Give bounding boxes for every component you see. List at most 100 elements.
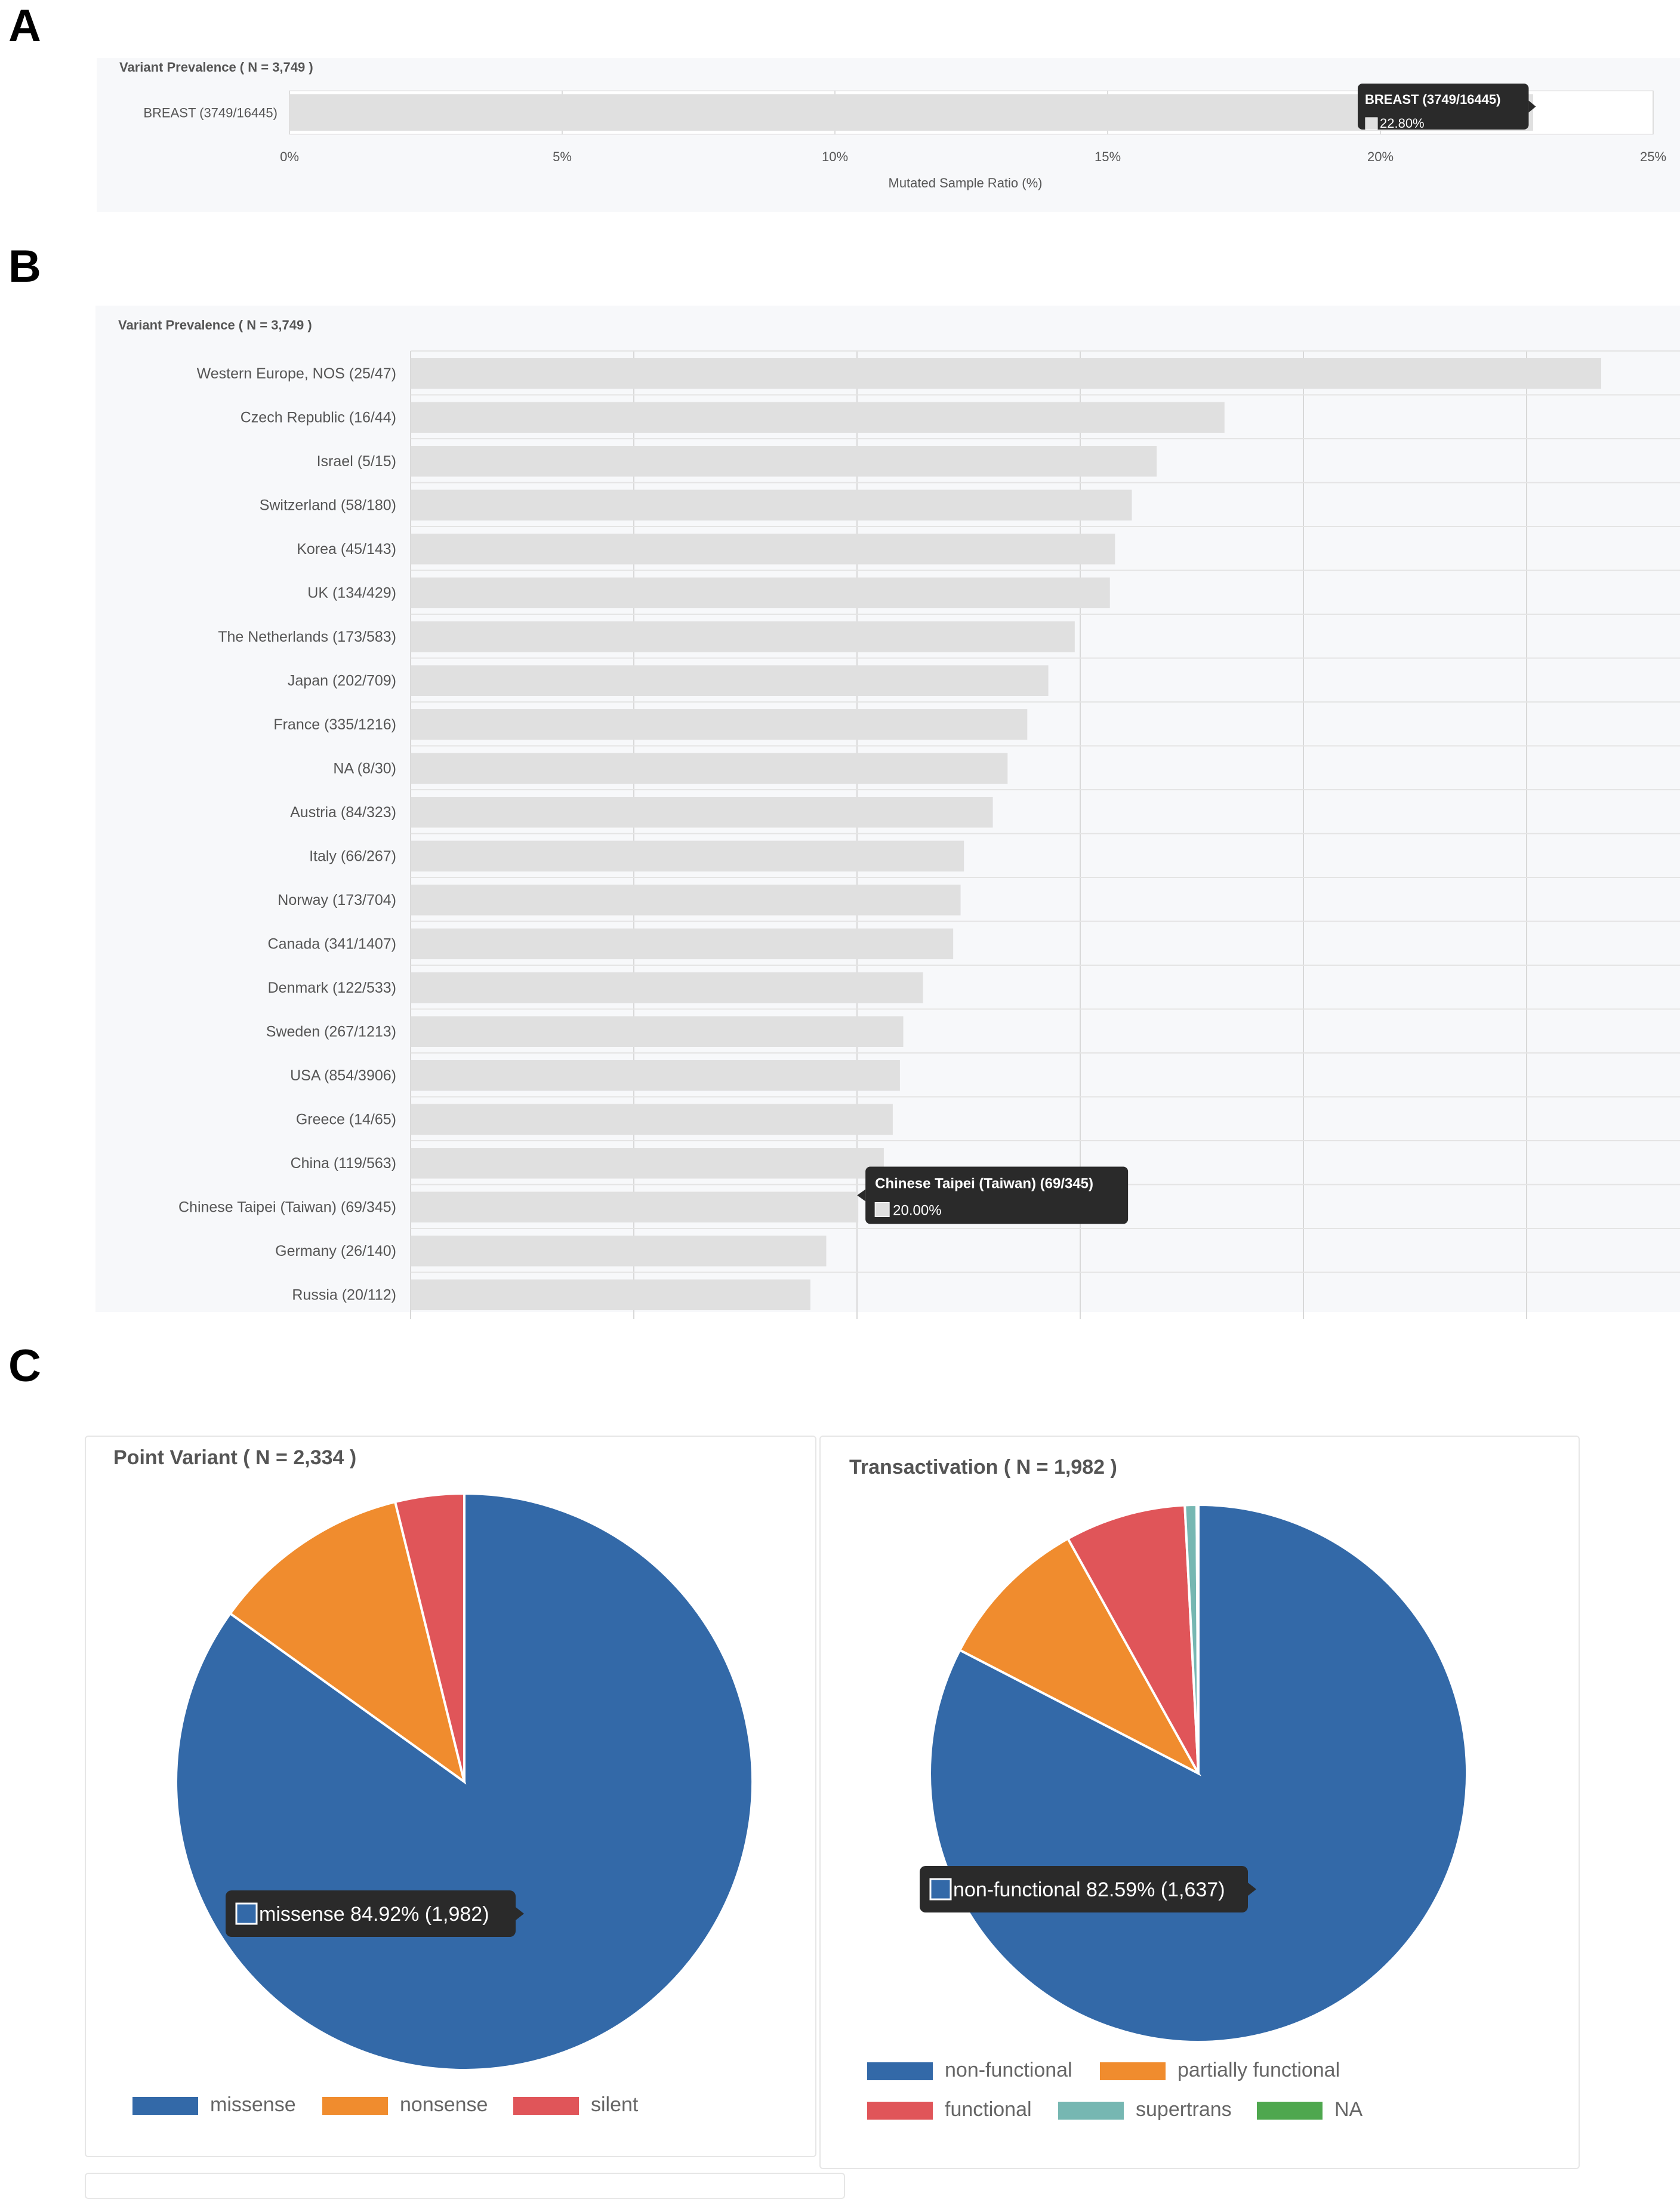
tooltip-a-arrow	[1528, 100, 1536, 113]
legend-label: non-functional	[945, 2059, 1072, 2081]
category-label: Israel (5/15)	[317, 453, 396, 470]
pie-tooltip: missense 84.92% (1,982)	[226, 1890, 524, 1937]
legend-swatch	[322, 2097, 388, 2115]
category-label: Korea (45/143)	[297, 541, 396, 558]
pie-slice-nonsense	[229, 1500, 467, 1785]
category-label: Russia (20/112)	[292, 1286, 396, 1303]
bar	[289, 94, 1533, 131]
bar	[411, 1060, 900, 1091]
category-label: Chinese Taipei (Taiwan) (69/345)	[178, 1199, 396, 1215]
category-label: Western Europe, NOS (25/47)	[197, 365, 396, 382]
pie-slice-silent	[393, 1492, 466, 1782]
x-tick-label: 10%	[822, 149, 848, 164]
tooltip-swatch	[874, 1202, 890, 1217]
category-label: China (119/563)	[291, 1155, 396, 1172]
pie-slice-partially-functional	[958, 1536, 1201, 1776]
category-label: Germany (26/140)	[275, 1243, 396, 1259]
pie-tooltip-swatch	[929, 1878, 952, 1901]
tooltip-a: BREAST (3749/16445) 22.80%	[1358, 84, 1536, 131]
bar	[411, 1148, 884, 1179]
category-label: UK (134/429)	[307, 584, 396, 601]
pie-tooltip-arrow	[1248, 1883, 1256, 1896]
legend-swatch	[1257, 2102, 1323, 2120]
category-label: Sweden (267/1213)	[266, 1023, 396, 1040]
bar	[411, 1104, 893, 1135]
bar	[411, 358, 1601, 389]
bar	[411, 489, 1132, 521]
pie-tooltip-box	[920, 1866, 1248, 1912]
pie-tooltip-arrow	[516, 1907, 524, 1920]
legend-label: partially functional	[1177, 2059, 1340, 2081]
legend-swatch	[867, 2062, 933, 2080]
tooltip-title: BREAST (3749/16445)	[1365, 92, 1500, 107]
chart-b-svg: Western Europe, NOS (25/47) Czech Republi…	[178, 350, 1680, 1319]
category-label: Norway (173/704)	[278, 892, 396, 908]
legend-label: functional	[945, 2098, 1032, 2121]
bar	[411, 709, 1028, 740]
bar	[411, 1279, 810, 1310]
category-label: Austria (84/323)	[290, 804, 396, 821]
bar	[411, 840, 964, 871]
bar	[411, 928, 954, 959]
x-tick-label: 25%	[1640, 149, 1666, 164]
tooltip-b-box	[865, 1166, 1129, 1224]
panel-label-a: A	[8, 1, 41, 51]
pie-tooltip-box	[226, 1890, 516, 1937]
category-label: Japan (202/709)	[288, 672, 396, 689]
legend-label: silent	[591, 2093, 639, 2116]
pie-tooltip-swatch	[235, 1902, 258, 1925]
legend-label: supertrans	[1136, 2098, 1232, 2121]
panel-label-b: B	[8, 241, 41, 292]
category-label: Italy (66/267)	[309, 848, 396, 864]
pie-tooltip-text: missense 84.92% (1,982)	[259, 1903, 489, 1926]
tooltip-b-arrow	[857, 1189, 866, 1202]
tooltip-value: 22.80%	[1380, 116, 1425, 131]
pie-slice-na	[1195, 1503, 1200, 1774]
bar	[411, 621, 1075, 652]
legend-label: nonsense	[400, 2093, 488, 2116]
category-label: USA (854/3906)	[290, 1067, 396, 1084]
panel-label-c: C	[8, 1341, 41, 1391]
x-tick-label: 0%	[280, 149, 299, 164]
tooltip-value: 20.00%	[893, 1203, 941, 1219]
pie-2-title: Transactivation ( N = 1,982 )	[849, 1456, 1117, 1479]
tooltip-b: Chinese Taipei (Taiwan) (69/345) 20.00%	[857, 1166, 1129, 1224]
chart-a-svg: 0% 5% 10% 15% 20% 25% Mutated Sample Ratio (%)…	[143, 84, 1666, 190]
pie-1-title: Point Variant ( N = 2,334 )	[113, 1446, 357, 1469]
legend-swatch	[1058, 2102, 1124, 2120]
bar	[411, 577, 1110, 608]
category-label: Switzerland (58/180)	[260, 497, 396, 513]
bar	[411, 972, 923, 1003]
pie-tooltip: non-functional 82.59% (1,637)	[920, 1866, 1256, 1912]
pie-slice-functional	[1066, 1504, 1200, 1774]
bar	[411, 753, 1008, 784]
legend-label: NA	[1334, 2098, 1363, 2121]
category-label: BREAST (3749/16445)	[143, 106, 278, 121]
tooltip-swatch	[1365, 117, 1378, 130]
x-tick-label: 20%	[1367, 149, 1394, 164]
bar	[411, 885, 961, 916]
chart-b-title: Variant Prevalence ( N = 3,749 )	[118, 318, 312, 332]
bar	[411, 797, 993, 828]
chart-a-title: Variant Prevalence ( N = 3,749 )	[119, 60, 313, 75]
tooltip-a-box	[1358, 84, 1529, 130]
bar	[411, 665, 1049, 696]
legend-swatch	[132, 2097, 198, 2115]
category-label: France (335/1216)	[273, 716, 396, 733]
category-label: Czech Republic (16/44)	[241, 409, 396, 426]
bar	[411, 1236, 827, 1267]
bar	[411, 1016, 904, 1047]
bar	[411, 402, 1225, 433]
tooltip-title: Chinese Taipei (Taiwan) (69/345)	[875, 1176, 1093, 1192]
bar	[411, 1191, 859, 1222]
legend-swatch	[513, 2097, 579, 2115]
x-axis-title: Mutated Sample Ratio (%)	[889, 175, 1043, 190]
category-label: Canada (341/1407)	[268, 935, 396, 952]
bar	[411, 446, 1157, 477]
pie-tooltip-text: non-functional 82.59% (1,637)	[953, 1878, 1225, 1901]
x-tick-label: 5%	[553, 149, 572, 164]
legend-label: missense	[210, 2093, 296, 2116]
category-label: NA (8/30)	[333, 760, 396, 777]
category-label: Denmark (122/533)	[268, 980, 396, 996]
